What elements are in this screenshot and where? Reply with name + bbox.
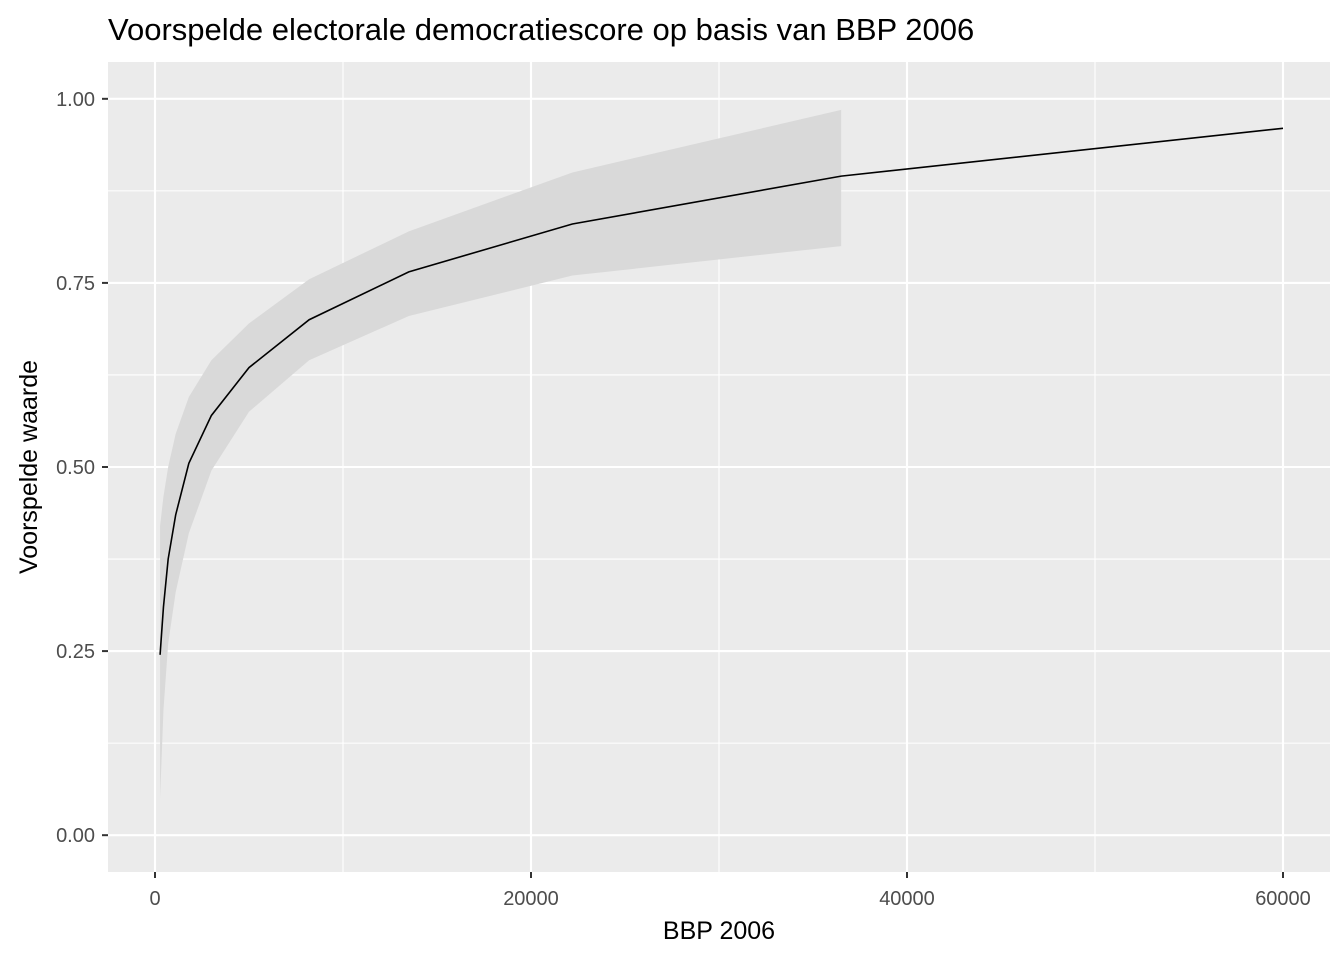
- y-tick-label: 0.25: [56, 641, 95, 663]
- confidence-ribbon: [160, 109, 842, 799]
- y-tick-label: 0.50: [56, 457, 95, 479]
- x-axis: 0 20000 40000 60000: [149, 872, 1311, 910]
- x-tick-label: 40000: [879, 888, 935, 910]
- y-axis-title: Voorspelde waarde: [15, 360, 43, 574]
- y-tick-label: 0.75: [56, 273, 95, 295]
- prediction-line: [159, 127, 1284, 655]
- y-tick-label: 0.00: [56, 825, 95, 847]
- grid-major: [108, 62, 1330, 872]
- x-tick-label: 0: [149, 888, 160, 910]
- y-axis: 0.00 0.25 0.50 0.75 1.00: [56, 89, 108, 847]
- y-tick-label: 1.00: [56, 89, 95, 111]
- x-tick-label: 20000: [503, 888, 559, 910]
- x-tick-label: 60000: [1255, 888, 1311, 910]
- chart-title: Voorspelde electorale democratiescore op…: [108, 12, 974, 47]
- x-axis-title: BBP 2006: [663, 917, 775, 945]
